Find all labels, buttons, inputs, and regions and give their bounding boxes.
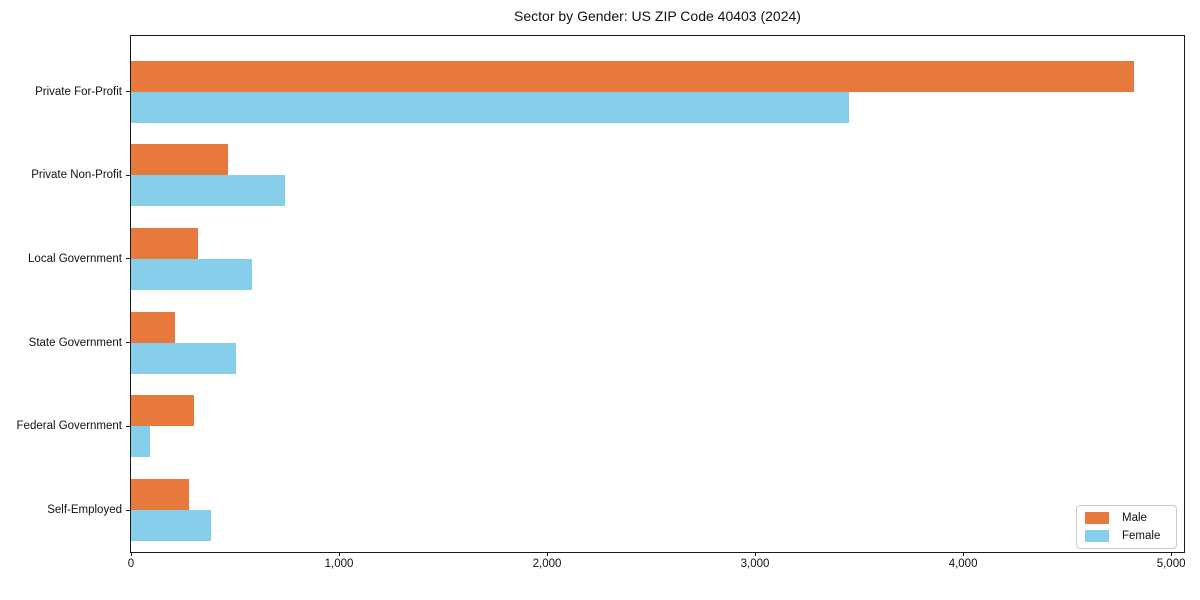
x-tick-label-5000: 5,000: [1156, 558, 1186, 570]
y-tick-private-for-profit: [126, 91, 130, 92]
legend: Male Female: [1076, 505, 1177, 549]
y-tick-self-employed: [126, 509, 130, 511]
bar-male-local-government: [131, 227, 198, 259]
y-tick-federal-government: [126, 425, 130, 427]
legend-label-female: Female: [1122, 530, 1161, 542]
y-label-federal-government: Federal Government: [16, 420, 122, 433]
y-tick-local-government: [126, 258, 130, 260]
bar-male-private-non-profit: [131, 144, 228, 176]
y-label-local-government: Local Government: [28, 252, 122, 265]
x-tick-4000: [963, 552, 965, 556]
x-tick-label-2000: 2,000: [532, 558, 562, 570]
bar-male-state-government: [131, 311, 175, 343]
bar-female-federal-government: [131, 426, 150, 458]
bar-male-private-for-profit: [131, 60, 1134, 92]
y-label-self-employed: Self-Employed: [47, 504, 122, 516]
x-tick-3000: [755, 552, 757, 556]
plot-area: Male Female Private For-Profit Private Non…: [17, 35, 1185, 570]
legend-label-male: Male: [1122, 512, 1147, 524]
x-tick-0: [131, 552, 132, 556]
bar-female-local-government: [131, 258, 252, 290]
bar-male-federal-government: [131, 395, 195, 427]
y-tick-state-government: [126, 342, 130, 344]
bar-female-private-for-profit: [131, 91, 849, 123]
y-label-private-for-profit: Private For-Profit: [35, 85, 122, 98]
x-tick-label-0: 0: [127, 558, 135, 570]
x-tick-label-4000: 4,000: [948, 558, 978, 570]
bar-female-state-government: [131, 342, 237, 374]
y-label-state-government: State Government: [28, 336, 122, 349]
x-tick-1000: [339, 552, 341, 556]
x-tick-label-1000: 1,000: [324, 558, 354, 570]
legend-row-female: Female: [1085, 530, 1166, 542]
legend-swatch-female: [1085, 530, 1109, 542]
x-tick-5000: [1171, 552, 1173, 556]
bar-female-private-non-profit: [131, 175, 285, 207]
bar-female-self-employed: [131, 510, 212, 541]
legend-swatch-male: [1085, 512, 1109, 524]
chart-title: Sector by Gender: US ZIP Code 40403 (202…: [514, 8, 801, 24]
bar-male-self-employed: [131, 479, 190, 510]
x-tick-2000: [547, 552, 549, 556]
y-label-private-non-profit: Private Non-Profit: [31, 169, 122, 182]
y-tick-private-non-profit: [126, 174, 130, 176]
legend-row-male: Male: [1085, 512, 1166, 524]
x-tick-label-3000: 3,000: [740, 558, 770, 570]
